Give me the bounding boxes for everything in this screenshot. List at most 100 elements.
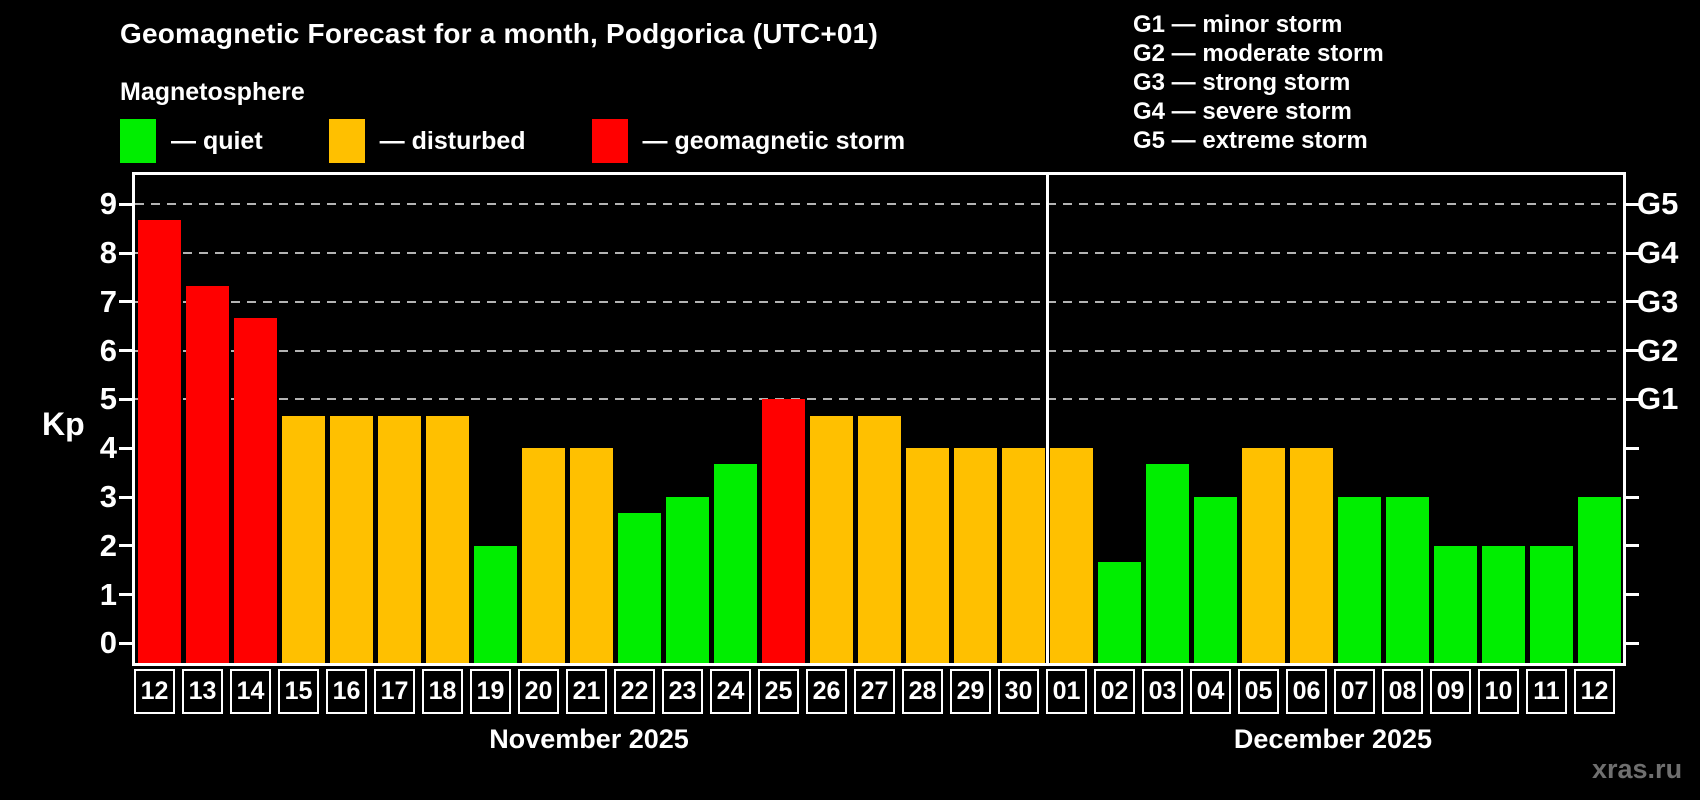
kp-bar-december-08 [1385, 497, 1429, 663]
month-labels-row: November 2025 December 2025 [133, 724, 1621, 758]
kp-bar-november-13 [185, 285, 229, 663]
y-axis-tick-left-5 [119, 397, 132, 401]
y-axis-tick-left-7 [119, 300, 132, 304]
y-axis-tick-left-9 [119, 202, 132, 206]
kp-bar-november-30 [1001, 448, 1045, 663]
legend-item-quiet: — quiet [120, 119, 263, 163]
kp-bar-december-10 [1481, 545, 1525, 663]
gridline-kp8 [135, 252, 1623, 255]
y-axis-tick-label-9: 9 [99, 186, 117, 222]
y-axis-tick-left-8 [119, 251, 132, 255]
day-label-december-04: 04 [1190, 669, 1231, 714]
kp-bar-november-19 [473, 545, 517, 663]
kp-bar-november-12 [137, 220, 181, 663]
kp-bar-december-02 [1097, 561, 1141, 663]
legend-swatch-disturbed [328, 119, 365, 163]
kp-bar-november-24 [713, 464, 757, 663]
day-label-december-11: 11 [1526, 669, 1567, 714]
kp-bar-november-18 [425, 415, 469, 663]
y-axis-tick-right-0 [1626, 641, 1639, 645]
legend-label-storm: — geomagnetic storm [642, 126, 906, 155]
day-label-november-30: 30 [998, 669, 1039, 714]
day-label-december-12: 12 [1574, 669, 1615, 714]
day-label-november-15: 15 [278, 669, 319, 714]
g-level-label-g1: G1 [1637, 381, 1679, 417]
y-axis-tick-right-8 [1626, 251, 1639, 255]
kp-bar-november-22 [617, 513, 661, 663]
y-axis-tick-left-0 [119, 641, 132, 645]
day-label-november-12: 12 [134, 669, 175, 714]
y-axis-tick-right-3 [1626, 495, 1639, 499]
kp-bar-november-25 [761, 399, 805, 663]
day-label-november-29: 29 [950, 669, 991, 714]
day-label-december-10: 10 [1478, 669, 1519, 714]
kp-bar-november-27 [857, 415, 901, 663]
g-level-label-g3: G3 [1637, 283, 1679, 319]
day-label-december-05: 05 [1238, 669, 1279, 714]
g-legend-item-g2: G2 — moderate storm [1133, 40, 1384, 67]
day-label-november-13: 13 [182, 669, 223, 714]
legend-label-disturbed: — disturbed [379, 126, 526, 155]
chart-subtitle: Magnetosphere [120, 78, 305, 106]
kp-bar-november-15 [281, 415, 325, 663]
day-label-december-02: 02 [1094, 669, 1135, 714]
y-axis-tick-right-6 [1626, 349, 1639, 353]
kp-bar-december-09 [1433, 545, 1477, 663]
y-axis-tick-left-4 [119, 446, 132, 450]
day-label-november-19: 19 [470, 669, 511, 714]
y-axis-tick-right-7 [1626, 300, 1639, 304]
day-label-november-18: 18 [422, 669, 463, 714]
day-label-november-25: 25 [758, 669, 799, 714]
y-axis-tick-left-3 [119, 495, 132, 499]
g-legend-item-g4: G4 — severe storm [1133, 98, 1352, 125]
kp-bar-december-06 [1289, 448, 1333, 663]
y-axis-tick-label-7: 7 [99, 283, 117, 319]
kp-bar-november-17 [377, 415, 421, 663]
kp-bar-december-12 [1577, 497, 1621, 663]
day-label-december-07: 07 [1334, 669, 1375, 714]
legend-item-storm: — geomagnetic storm [591, 119, 906, 163]
kp-bar-november-23 [665, 497, 709, 663]
legend-item-disturbed: — disturbed [328, 119, 526, 163]
day-label-november-24: 24 [710, 669, 751, 714]
kp-bar-november-20 [521, 448, 565, 663]
y-axis-tick-label-4: 4 [99, 430, 117, 466]
y-axis-tick-right-5 [1626, 397, 1639, 401]
status-legend: — quiet — disturbed — geomagnetic storm [120, 119, 905, 163]
g-legend-item-g5: G5 — extreme storm [1133, 127, 1368, 154]
y-axis-tick-label-3: 3 [99, 479, 117, 515]
kp-bar-november-21 [569, 448, 613, 663]
kp-bar-december-05 [1241, 448, 1285, 663]
y-axis-tick-label-8: 8 [99, 235, 117, 271]
legend-swatch-storm [591, 119, 628, 163]
g-level-label-g2: G2 [1637, 332, 1679, 368]
kp-bar-december-07 [1337, 497, 1381, 663]
y-axis-tick-label-5: 5 [99, 381, 117, 417]
day-label-november-26: 26 [806, 669, 847, 714]
month-label-november: November 2025 [489, 724, 689, 754]
day-label-december-06: 06 [1286, 669, 1327, 714]
day-label-november-27: 27 [854, 669, 895, 714]
y-axis-tick-left-1 [119, 593, 132, 597]
kp-bar-december-04 [1193, 497, 1237, 663]
day-label-december-01: 01 [1046, 669, 1087, 714]
kp-bar-november-16 [329, 415, 373, 663]
day-label-november-14: 14 [230, 669, 271, 714]
day-label-december-09: 09 [1430, 669, 1471, 714]
x-axis-day-labels: 12 13 14 15 16 17 18 19 20 21 22 23 24 25 26 27 28 29 30 01… [133, 669, 1621, 714]
y-axis-tick-right-2 [1626, 544, 1639, 548]
kp-bar-november-28 [905, 448, 949, 663]
gridline-kp9 [135, 203, 1623, 206]
y-axis-tick-label-6: 6 [99, 332, 117, 368]
day-label-november-20: 20 [518, 669, 559, 714]
kp-bar-november-26 [809, 415, 853, 663]
kp-bar-november-14 [233, 317, 277, 663]
y-axis-tick-left-6 [119, 349, 132, 353]
gridline-kp5 [135, 398, 1623, 401]
y-axis-tick-right-4 [1626, 446, 1639, 450]
y-axis-label: Kp [42, 406, 85, 442]
g-level-label-g5: G5 [1637, 186, 1679, 222]
y-axis-tick-label-0: 0 [99, 625, 117, 661]
day-label-november-16: 16 [326, 669, 367, 714]
day-label-november-21: 21 [566, 669, 607, 714]
